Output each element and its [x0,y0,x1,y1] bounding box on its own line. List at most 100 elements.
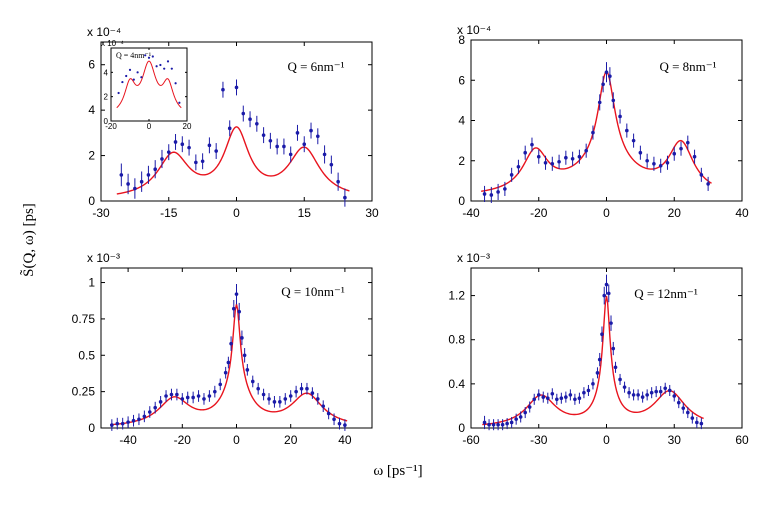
x-tick-label: -60 [462,433,480,447]
data-point [681,406,686,410]
axes-box [470,267,743,429]
data-point [153,167,157,171]
x-tick-label: -20 [174,433,192,447]
data-point [699,421,704,426]
data-point [686,410,690,415]
y-axis-label: S̃(Q, ω) [ps] [20,203,37,277]
data-point [295,131,300,135]
data-point [185,395,190,400]
data-point [316,397,320,401]
data-point [267,397,271,401]
y-tick-label: 8 [458,33,465,47]
data-point [545,396,550,401]
data-point [332,417,336,422]
data-point [221,87,225,92]
data-point [196,394,201,398]
data-point [147,410,152,414]
data-point [618,377,622,382]
data-point [550,161,555,166]
x-tick-label: -40 [462,206,480,220]
data-point [242,353,247,358]
data-point [577,396,582,401]
y-exponent-label: x 10⁻⁴ [101,39,124,48]
data-point [658,389,663,394]
y-tick-label: 2 [104,93,109,102]
y-tick-label: 0.75 [72,312,96,326]
data-point [337,421,342,426]
x-tick-label: 0 [603,433,610,447]
data-point [557,159,561,164]
y-tick-label: 0 [458,194,465,208]
data-point [316,134,320,139]
data-point [536,393,541,397]
data-point [137,417,141,422]
data-point [153,405,157,410]
y-tick-label: 1 [88,276,95,290]
data-point [658,163,663,168]
x-tick-label: -15 [160,206,178,220]
data-point [550,391,555,396]
data-point [336,179,340,184]
data-point [126,182,130,186]
data-point [343,423,347,427]
y-tick-label: 0.8 [448,333,465,347]
y-tick-label: 4 [104,68,109,77]
data-point [234,85,239,90]
data-point [158,400,163,404]
data-point [294,389,298,394]
data-point [231,306,236,311]
data-point [509,173,514,177]
x-tick-label: 20 [668,206,682,220]
data-point [166,150,171,154]
data-point [568,393,573,397]
data-point [509,420,514,425]
data-point [164,394,168,398]
data-point [234,292,239,296]
y-tick-label: 0.4 [448,377,465,391]
data-point [275,144,279,149]
data-point [237,309,242,314]
y-tick-label: 0 [88,194,95,208]
data-point [250,379,255,384]
data-point [523,410,527,415]
data-point [309,128,313,133]
data-point [241,111,246,116]
data-point [202,397,206,401]
data-point [132,78,135,81]
data-point [595,371,600,375]
data-point [194,160,198,165]
y-exponent-label: x 10⁻³ [457,251,490,265]
x-tick-label: 60 [735,433,749,447]
data-point [482,192,487,196]
data-point [663,386,668,391]
data-point [191,395,195,400]
data-point [163,67,166,70]
data-point [631,138,636,143]
data-point [570,156,575,161]
fit-curve [482,295,704,426]
data-point [602,293,607,298]
data-point [288,394,293,398]
data-point [496,190,500,194]
data-point [523,150,527,155]
data-point [699,173,704,177]
data-point [622,385,627,389]
data-point [564,395,568,399]
data-point [577,154,582,159]
data-point [282,144,286,149]
data-point [649,390,654,395]
data-point [255,121,259,126]
panel-bottom-right: -60 -30 0 30 60 0 0.4 0.8 1.2 x 10⁻³ Q = 12nm⁻¹ [448,251,749,447]
data-point [256,386,260,391]
data-point [627,390,631,395]
data-point [151,55,154,58]
data-point [690,416,695,420]
data-point [218,382,223,387]
data-point [686,140,690,145]
data-point [261,392,266,397]
data-point [272,400,277,404]
data-point [667,388,672,393]
data-point [214,149,218,153]
data-point [200,159,205,164]
